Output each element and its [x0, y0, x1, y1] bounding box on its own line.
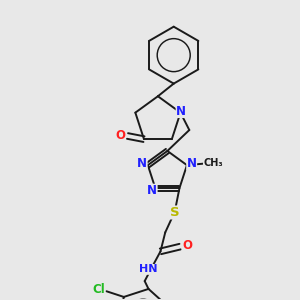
Text: O: O: [182, 239, 192, 253]
Text: N: N: [147, 184, 157, 197]
Text: O: O: [116, 130, 126, 142]
Text: HN: HN: [139, 264, 158, 274]
Text: N: N: [176, 105, 186, 118]
Text: S: S: [170, 206, 179, 219]
Text: CH₃: CH₃: [203, 158, 223, 168]
Text: N: N: [187, 157, 197, 170]
Text: N: N: [137, 157, 147, 170]
Text: Cl: Cl: [92, 283, 105, 296]
